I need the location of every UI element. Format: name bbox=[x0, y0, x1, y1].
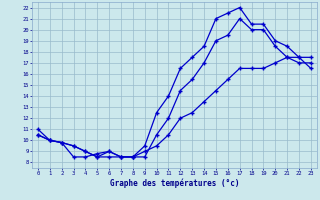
X-axis label: Graphe des températures (°c): Graphe des températures (°c) bbox=[110, 179, 239, 188]
